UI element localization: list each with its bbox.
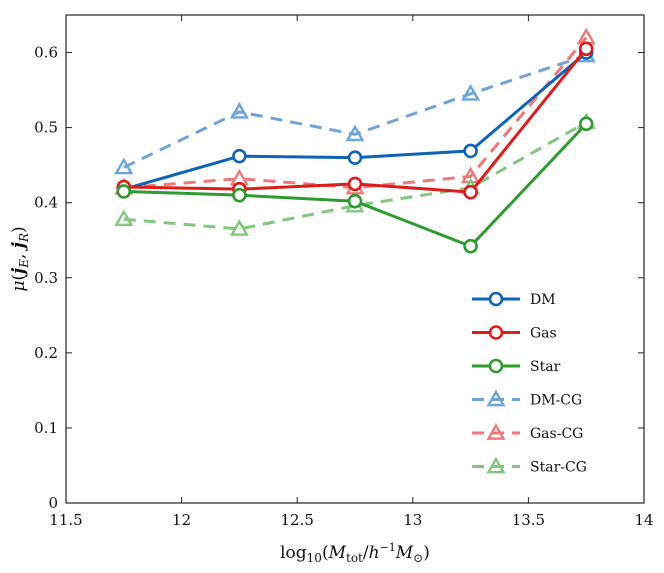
data-point-dm-cg (461, 83, 481, 101)
legend-label: DM (530, 292, 556, 308)
y-tick-label: 0 (48, 494, 58, 512)
x-tick-label: 13.5 (512, 511, 545, 529)
x-tick-label: 14 (634, 511, 653, 529)
legend-marker (486, 456, 506, 474)
x-tick-label: 11.5 (49, 511, 82, 529)
series-line-dm-cg (123, 54, 587, 169)
legend-label: Gas-CG (530, 426, 583, 442)
legend-label: DM-CG (530, 393, 582, 409)
data-point-dm (463, 143, 478, 159)
y-tick-label: 0.3 (34, 269, 58, 287)
legend-marker (488, 291, 504, 307)
y-tick-label: 0.6 (34, 44, 58, 62)
legend-label: Star-CG (530, 460, 587, 476)
legend-item-gas: Gas (472, 325, 557, 342)
series-layer (114, 27, 596, 254)
axis-ticks: 11.5 12 12.5 13 13.5 14 0 0.1 0.2 0.3 0.4 0.5 0.6 (34, 15, 654, 529)
data-point-gas (578, 41, 594, 57)
data-point-dm (232, 148, 247, 164)
legend-item-dm-cg: DM-CG (472, 389, 582, 409)
legend-item-star: Star (472, 358, 561, 375)
x-axis-title: log10(Mtot/h−1M⊙) (280, 541, 430, 565)
data-point-dm (347, 150, 363, 165)
legend-marker (486, 389, 506, 407)
y-tick-label: 0.1 (34, 419, 58, 437)
legend-item-dm: DM (472, 291, 556, 308)
legend-marker (486, 423, 506, 440)
y-axis-title: μ(jE, jR) (9, 226, 31, 291)
x-tick-label: 13 (403, 511, 422, 529)
series-star (116, 116, 594, 254)
svg-text:μ(jE, jR): μ(jE, jR) (9, 226, 31, 291)
data-point-dm-cg (345, 124, 365, 142)
legend-label: Gas (530, 326, 557, 342)
y-tick-label: 0.2 (34, 344, 58, 362)
data-point-star (578, 116, 594, 132)
data-point-star (463, 238, 478, 254)
data-point-star-cg (229, 219, 249, 236)
data-point-star (347, 193, 363, 209)
svg-text:log10(Mtot/h−1M⊙): log10(Mtot/h−1M⊙) (280, 541, 430, 565)
legend-label: Star (530, 359, 561, 375)
y-tick-label: 0.4 (34, 194, 58, 212)
legend-item-gas-cg: Gas-CG (472, 423, 583, 442)
data-point-gas (463, 184, 478, 200)
y-tick-label: 0.5 (34, 119, 58, 137)
legend-item-star-cg: Star-CG (472, 456, 587, 476)
data-point-star (116, 184, 132, 199)
data-point-star-cg (114, 209, 134, 227)
x-tick-label: 12 (172, 511, 191, 529)
data-point-star (232, 187, 247, 203)
legend-marker (488, 325, 504, 340)
legend: DM Gas Star DM-CG Gas-CG Star-CG (472, 291, 587, 476)
x-tick-label: 12.5 (280, 511, 313, 529)
data-point-dm-cg (229, 101, 249, 119)
legend-marker (488, 358, 504, 374)
data-point-dm-cg (114, 157, 134, 175)
data-point-gas (347, 176, 363, 192)
